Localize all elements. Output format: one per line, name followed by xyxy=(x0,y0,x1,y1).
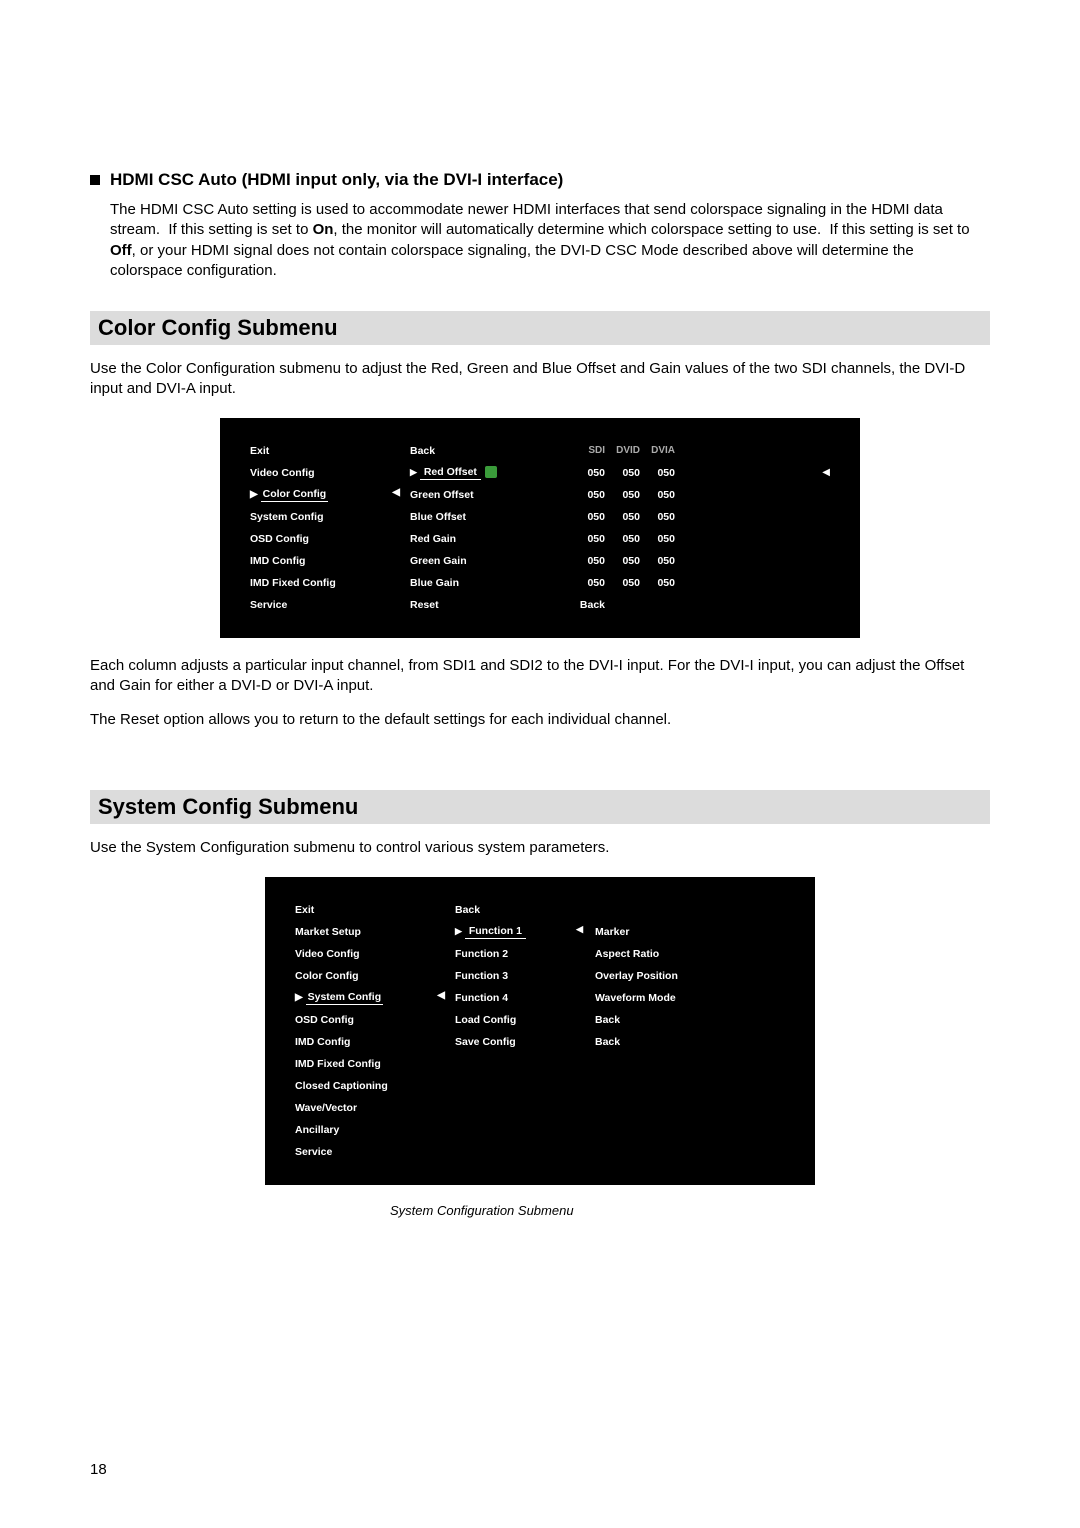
menu-left-item: IMD Fixed Config xyxy=(250,577,410,589)
hdr-dvid: DVID xyxy=(605,445,640,456)
system-config-intro: Use the System Configuration submenu to … xyxy=(90,838,990,858)
heading-text: HDMI CSC Auto (HDMI input only, via the … xyxy=(110,170,563,190)
hdr-sdi: SDI xyxy=(570,445,605,456)
menu-mid-item: ▶ Red Offset xyxy=(410,465,570,480)
menu-val: 050 xyxy=(640,577,675,589)
menu-left-item: Market Setup xyxy=(295,926,455,938)
menu-mid-item: Reset xyxy=(410,599,570,611)
hdmi-csc-paragraph: The HDMI CSC Auto setting is used to acc… xyxy=(110,200,990,281)
menu-val: 050 xyxy=(640,533,675,545)
color-config-intro: Use the Color Configuration submenu to a… xyxy=(90,359,990,400)
menu-mid-item: Green Offset xyxy=(410,489,570,501)
menu-left-item: Ancillary xyxy=(295,1124,455,1136)
menu-left-item: Wave/Vector xyxy=(295,1102,455,1114)
color-para3: The Reset option allows you to return to… xyxy=(90,710,990,730)
menu-left-item: Service xyxy=(250,599,410,611)
menu-mid-item: Load Config xyxy=(455,1014,595,1026)
menu-mid-item: Green Gain xyxy=(410,555,570,567)
color-config-title: Color Config Submenu xyxy=(90,311,990,345)
menu-left-item: IMD Fixed Config xyxy=(295,1058,455,1070)
menu-left-item: OSD Config xyxy=(295,1014,455,1026)
system-caption: System Configuration Submenu xyxy=(390,1203,990,1218)
menu-val: 050 xyxy=(640,467,675,479)
menu-mid-item: ▶ Function 1 ◀ xyxy=(455,924,595,939)
menu-mid-item: Blue Gain xyxy=(410,577,570,589)
menu-val: 050 xyxy=(640,511,675,523)
menu-val: 050 xyxy=(605,577,640,589)
menu-value: Back xyxy=(595,1036,745,1048)
menu-val: 050 xyxy=(605,555,640,567)
menu-val: 050 xyxy=(605,489,640,501)
menu-value: Back xyxy=(595,1014,745,1026)
hdmi-csc-heading: HDMI CSC Auto (HDMI input only, via the … xyxy=(90,170,990,190)
menu-mid-item: Function 3 xyxy=(455,970,595,982)
hdr-dvia: DVIA xyxy=(640,445,675,456)
menu-value: Overlay Position xyxy=(595,970,745,982)
system-config-title: System Config Submenu xyxy=(90,790,990,824)
system-config-menu: ExitBackMarket Setup▶ Function 1 ◀Marker… xyxy=(265,877,815,1185)
menu-val: Back xyxy=(570,599,605,611)
menu-val: 050 xyxy=(570,489,605,501)
bullet-icon xyxy=(90,175,100,185)
menu-left-0: Exit xyxy=(250,445,410,457)
color-config-menu: Exit Back SDI DVID DVIA Video Config▶ Re… xyxy=(220,418,860,638)
menu-val: 050 xyxy=(570,555,605,567)
menu-val: 050 xyxy=(570,467,605,479)
menu-left-item: IMD Config xyxy=(295,1036,455,1048)
menu-mid-0: Back xyxy=(410,445,570,457)
menu-val: 050 xyxy=(640,555,675,567)
menu-val: 050 xyxy=(570,533,605,545)
menu-val: 050 xyxy=(605,511,640,523)
menu-val: 050 xyxy=(570,511,605,523)
menu-left-item: System Config xyxy=(250,511,410,523)
menu-val: 050 xyxy=(605,467,640,479)
menu-left-item: Closed Captioning xyxy=(295,1080,455,1092)
menu-left-item: ▶ System Config ◀ xyxy=(295,990,455,1005)
menu-value: Aspect Ratio xyxy=(595,948,745,960)
menu-mid-item: Function 2 xyxy=(455,948,595,960)
menu-left-item: Color Config xyxy=(295,970,455,982)
menu-left-item: Service xyxy=(295,1146,455,1158)
menu-left-item: Video Config xyxy=(295,948,455,960)
menu-left-item: ▶ Color Config ◀ xyxy=(250,487,410,502)
menu-mid-item: Back xyxy=(455,904,595,916)
menu-left-item: OSD Config xyxy=(250,533,410,545)
menu-val: 050 xyxy=(605,533,640,545)
menu-mid-item: Blue Offset xyxy=(410,511,570,523)
page-number: 18 xyxy=(90,1461,107,1478)
menu-val: 050 xyxy=(640,489,675,501)
menu-value: Waveform Mode xyxy=(595,992,745,1004)
menu-mid-item: Red Gain xyxy=(410,533,570,545)
menu-left-item: Exit xyxy=(295,904,455,916)
menu-left-item: IMD Config xyxy=(250,555,410,567)
menu-val: 050 xyxy=(570,577,605,589)
color-para2: Each column adjusts a particular input c… xyxy=(90,656,990,697)
right-arrow-icon: ◀ xyxy=(675,467,830,478)
menu-mid-item: Save Config xyxy=(455,1036,595,1048)
menu-mid-item: Function 4 xyxy=(455,992,595,1004)
menu-left-item: Video Config xyxy=(250,467,410,479)
menu-value: Marker xyxy=(595,926,745,938)
